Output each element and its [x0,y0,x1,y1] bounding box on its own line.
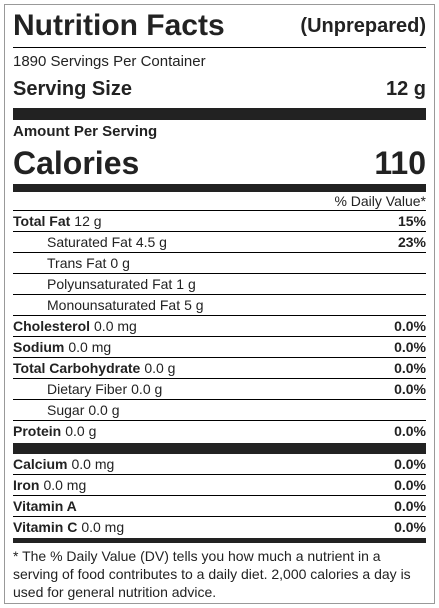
nutrient-amount: 0.0 mg [68,339,112,355]
nutrient-dv: 0.0% [394,360,426,376]
nutrient-amount: 0.0 g [131,381,163,397]
nutrient-dv: 0.0% [394,477,426,493]
nutrient-name: Trans Fat [47,255,107,271]
nutrient-amount: 0.0 g [65,423,97,439]
nutrient-name: Total Carbohydrate [13,360,141,376]
nutrient-dv: 15% [397,213,426,229]
nutrition-label: Nutrition Facts (Unprepared) 1890 Servin… [4,4,435,604]
divider [13,443,426,454]
calories-value: 110 [374,144,426,181]
nutrient-amount: 0.0 mg [94,318,137,334]
vitamins: Calcium 0.0 mg 0.0% Iron 0.0 mg 0.0% Vitamin A… [13,454,426,537]
nutrient-name: Saturated Fat [47,234,132,250]
divider [13,184,426,192]
nutrient-row: Saturated Fat 4.5 g 23% [13,232,426,253]
divider [13,108,426,120]
nutrient-amount: 0.0 mg [81,519,125,535]
nutrient-name: Calcium [13,456,68,472]
nutrient-name: Total Fat [13,213,71,229]
nutrient-amount: 12 g [74,213,102,229]
subtitle: (Unprepared) [300,14,426,37]
dv-header: % Daily Value* [334,193,426,209]
divider [13,538,426,543]
nutrient-row: Sodium 0.0 mg 0.0% [13,337,426,358]
nutrient-row: Dietary Fiber 0.0 g 0.0% [13,379,426,400]
nutrient-name: Iron [13,477,40,493]
nutrient-name: Sugar [47,402,85,418]
calories-label: Calories [13,144,140,181]
nutrient-amount: 4.5 g [135,234,167,250]
servings-text: 1890 Servings Per Container [13,52,206,70]
nutrient-dv: 0.0% [394,498,426,514]
serving-size: Serving Size 12 g [13,74,426,104]
nutrient-row: Sugar 0.0 g [13,400,426,421]
nutrient-dv: 0.0% [394,339,426,355]
nutrient-row: Protein 0.0 g 0.0% [13,421,426,441]
nutrient-name: Protein [13,423,62,439]
daily-value-header: % Daily Value* [13,192,426,211]
nutrient-dv: 0.0% [394,318,426,334]
nutrient-name: Cholesterol [13,318,91,334]
nutrient-row: Vitamin C 0.0 mg 0.0% [13,517,426,537]
nutrient-amount: 1 g [176,276,196,292]
nutrient-name: Vitamin C [13,519,78,535]
nutrient-amount: 0.0 mg [71,456,115,472]
nutrient-name: Sodium [13,339,65,355]
nutrient-row: Calcium 0.0 mg 0.0% [13,454,426,475]
nutrient-amount: 5 g [184,297,204,313]
nutrient-row: Monounsaturated Fat 5 g [13,295,426,316]
nutrient-row: Total Carbohydrate 0.0 g 0.0% [13,358,426,379]
nutrient-dv: 23% [397,234,426,250]
nutrient-amount: 0 g [110,255,130,271]
nutrient-name: Polyunsaturated Fat [47,276,173,292]
serving-size-label: Serving Size [13,77,132,100]
nutrients: Total Fat 12 g 15% Saturated Fat 4.5 g 23% Tra… [13,211,426,441]
nutrient-dv: 0.0% [394,381,426,397]
nutrient-dv: 0.0% [394,456,426,472]
nutrient-row: Total Fat 12 g 15% [13,211,426,232]
title-row: Nutrition Facts (Unprepared) [13,5,426,48]
title: Nutrition Facts [13,9,225,42]
nutrient-name: Monounsaturated Fat [47,297,181,313]
calories: Calories 110 [13,142,426,184]
nutrient-row: Vitamin A 0.0% [13,496,426,517]
serving-size-value: 12 g [385,77,426,100]
nutrient-dv: 0.0% [394,519,426,535]
nutrient-row: Cholesterol 0.0 mg 0.0% [13,316,426,337]
footnote: * The % Daily Value (DV) tells you how m… [13,548,411,600]
nutrient-amount: 0.0 g [88,402,120,418]
nutrient-row: Iron 0.0 mg 0.0% [13,475,426,496]
nutrient-amount: 0.0 g [144,360,176,376]
nutrient-amount: 0.0 mg [43,477,87,493]
nutrient-dv: 0.0% [394,423,426,439]
amount-text: Amount Per Serving [13,122,158,140]
nutrient-row: Polyunsaturated Fat 1 g [13,274,426,295]
nutrient-name: Vitamin A [13,498,77,514]
servings: 1890 Servings Per Container [13,48,426,74]
nutrient-name: Dietary Fiber [47,381,128,397]
nutrient-row: Trans Fat 0 g [13,253,426,274]
amount-per-serving: Amount Per Serving [13,120,426,142]
